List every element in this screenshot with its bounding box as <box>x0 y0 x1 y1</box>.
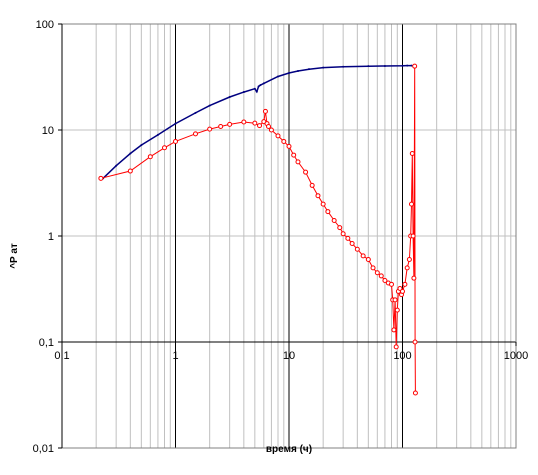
y-tick-label: 0,01 <box>33 443 54 455</box>
derivative-point <box>345 235 351 241</box>
derivative-point <box>303 169 309 175</box>
y-tick-label: 0,1 <box>39 337 54 349</box>
y-tick-label: 100 <box>36 19 54 31</box>
derivative-point <box>252 120 258 126</box>
pressure-point <box>255 90 258 93</box>
derivative-point <box>404 265 410 271</box>
x-axis-ticks: 0,1 1 10 100 1000 <box>54 342 528 362</box>
derivative-point <box>275 133 281 139</box>
derivative-point <box>402 281 408 287</box>
y-axis-ticks: 0,01 0,1 1 10 100 <box>33 19 62 455</box>
pressure-point <box>257 85 260 88</box>
derivative-point <box>340 231 346 237</box>
pressure-point <box>140 144 143 147</box>
x-axis-title: время (ч) <box>266 444 312 455</box>
derivative-point <box>337 225 343 231</box>
derivative-point <box>162 145 168 151</box>
pressure-point <box>208 104 211 107</box>
derivative-point <box>370 265 376 271</box>
derivative-point <box>391 327 397 333</box>
derivative-point <box>207 126 213 132</box>
derivative-point <box>315 193 321 199</box>
series-layer <box>98 63 418 396</box>
x-tick-label: 1000 <box>504 350 528 362</box>
derivative-point <box>281 138 287 144</box>
derivative-point <box>408 201 414 207</box>
pressure-point <box>367 65 370 68</box>
pressure-point <box>406 64 409 67</box>
x-tick-label: 0,1 <box>54 350 69 362</box>
x-tick-label: 10 <box>283 350 295 362</box>
derivative-point <box>409 151 415 157</box>
derivative-point <box>173 138 178 144</box>
derivative-point <box>147 154 153 160</box>
pressure-point <box>401 64 404 67</box>
derivative-point <box>411 275 417 281</box>
derivative-point <box>192 131 198 137</box>
pressure-point <box>156 133 159 136</box>
pressure-point <box>322 66 325 69</box>
derivative-point <box>286 143 292 149</box>
pressure-point <box>288 71 290 74</box>
derivative-point <box>389 281 395 287</box>
derivative-point <box>257 123 263 129</box>
derivative-series <box>98 63 418 396</box>
derivative-point <box>266 123 272 129</box>
pressure-point <box>129 152 132 155</box>
derivative-point <box>374 270 380 276</box>
pressure-point <box>253 87 256 90</box>
pressure-point <box>277 75 280 78</box>
y-tick-label: 1 <box>48 231 54 243</box>
derivative-point <box>410 233 416 239</box>
y-tick-label: 10 <box>42 125 54 137</box>
derivative-point <box>365 257 371 263</box>
derivative-point <box>291 152 297 158</box>
derivative-point <box>393 344 399 350</box>
pressure-point <box>262 82 265 85</box>
derivative-point <box>127 168 133 174</box>
derivative-point <box>262 108 268 114</box>
derivative-point <box>218 123 224 129</box>
derivative-point <box>392 297 398 303</box>
pressure-point <box>259 84 262 87</box>
derivative-point <box>412 339 418 345</box>
pressure-point <box>307 68 310 71</box>
derivative-point <box>360 253 366 259</box>
derivative-point <box>378 273 384 279</box>
pressure-point <box>228 95 231 98</box>
pressure-point <box>194 111 197 114</box>
grid <box>61 23 517 449</box>
derivative-point <box>331 218 337 224</box>
pressure-series <box>102 64 413 180</box>
derivative-point <box>406 257 412 263</box>
pressure-point <box>242 91 245 94</box>
derivative-point <box>295 159 301 165</box>
pressure-point <box>296 70 299 73</box>
derivative-point <box>325 209 331 215</box>
x-tick-label: 1 <box>172 350 178 362</box>
derivative-point <box>227 121 233 127</box>
derivative-point <box>382 278 388 284</box>
derivative-point <box>320 201 326 207</box>
derivative-point <box>394 307 400 313</box>
derivative-point <box>349 240 355 246</box>
pressure-point <box>174 122 177 125</box>
derivative-point <box>241 119 247 125</box>
x-tick-label: 100 <box>393 350 411 362</box>
pressure-line <box>102 64 412 179</box>
derivative-point <box>400 288 405 294</box>
pressure-point <box>383 64 386 67</box>
derivative-point <box>309 182 315 188</box>
derivative-point <box>354 246 360 252</box>
derivative-point <box>268 127 274 133</box>
pressure-point <box>410 64 413 67</box>
pressure-point <box>342 65 345 68</box>
derivative-point <box>412 390 418 396</box>
derivative-point <box>412 63 418 69</box>
pressure-point <box>115 164 118 167</box>
derivative-point <box>98 175 104 181</box>
y-axis-title: ^P ат <box>9 243 20 269</box>
